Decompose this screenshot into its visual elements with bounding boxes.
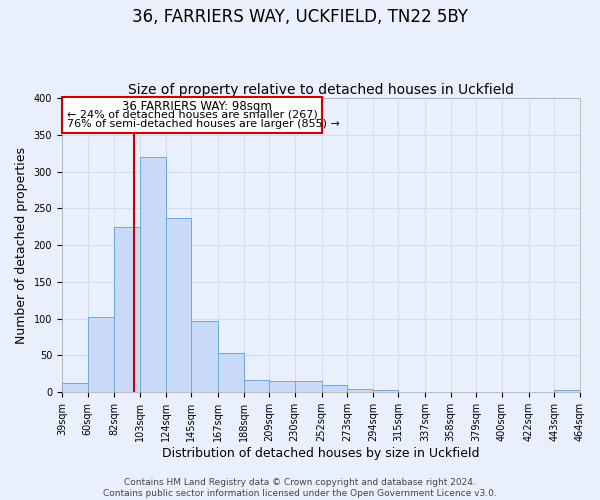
Bar — [191, 321, 218, 392]
Bar — [295, 381, 322, 392]
Bar — [166, 218, 191, 392]
Bar — [347, 388, 373, 392]
Text: ← 24% of detached houses are smaller (267): ← 24% of detached houses are smaller (26… — [67, 110, 317, 120]
Bar — [62, 384, 88, 392]
Text: 36, FARRIERS WAY, UCKFIELD, TN22 5BY: 36, FARRIERS WAY, UCKFIELD, TN22 5BY — [132, 8, 468, 26]
Y-axis label: Number of detached properties: Number of detached properties — [15, 146, 28, 344]
Bar — [373, 390, 398, 392]
FancyBboxPatch shape — [62, 96, 322, 132]
Text: 76% of semi-detached houses are larger (855) →: 76% of semi-detached houses are larger (… — [67, 120, 340, 130]
Bar — [269, 381, 295, 392]
X-axis label: Distribution of detached houses by size in Uckfield: Distribution of detached houses by size … — [162, 447, 480, 460]
Bar — [115, 227, 140, 392]
Bar — [322, 385, 347, 392]
Text: 36 FARRIERS WAY: 98sqm: 36 FARRIERS WAY: 98sqm — [122, 100, 272, 112]
Bar — [88, 316, 115, 392]
Bar — [554, 390, 580, 392]
Bar — [140, 157, 166, 392]
Title: Size of property relative to detached houses in Uckfield: Size of property relative to detached ho… — [128, 83, 514, 97]
Text: Contains HM Land Registry data © Crown copyright and database right 2024.
Contai: Contains HM Land Registry data © Crown c… — [103, 478, 497, 498]
Bar — [244, 380, 269, 392]
Bar — [218, 354, 244, 392]
